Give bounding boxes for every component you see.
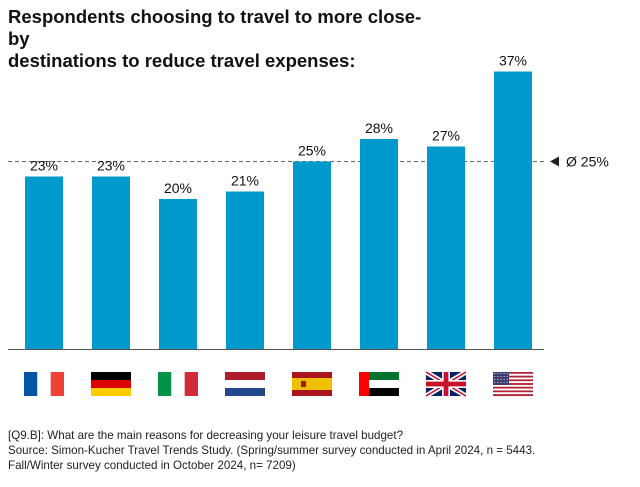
- average-label: Ø 25%: [566, 154, 609, 170]
- flag-germany-icon: [91, 372, 131, 396]
- chart-title: Respondents choosing to travel to more c…: [8, 6, 428, 72]
- flag-usa-icon: [493, 372, 533, 397]
- data-label-5: 28%: [365, 120, 393, 136]
- flag-france-icon: [24, 372, 64, 396]
- bar-5: [360, 139, 398, 349]
- data-label-3: 21%: [231, 173, 259, 189]
- footnote-source-line-2: Fall/Winter survey conducted in October …: [8, 459, 296, 472]
- bar-1: [92, 176, 130, 349]
- footnote: [Q9.B]: What are the main reasons for de…: [8, 428, 628, 473]
- data-label-1: 23%: [97, 158, 125, 174]
- data-label-7: 37%: [499, 53, 527, 69]
- flag-netherlands-icon: [225, 372, 265, 396]
- flag-uk-icon: [424, 369, 468, 399]
- bar-7: [494, 71, 532, 349]
- chart-title-line-1: Respondents choosing to travel to more c…: [8, 6, 422, 49]
- bar-2: [159, 199, 197, 349]
- data-label-0: 23%: [30, 158, 58, 174]
- footnote-source-line-1: Source: Simon-Kucher Travel Trends Study…: [8, 444, 536, 457]
- bar-6: [427, 146, 465, 349]
- footnote-question: [Q9.B]: What are the main reasons for de…: [8, 429, 404, 442]
- chart-title-line-2: destinations to reduce travel expenses:: [8, 50, 356, 71]
- bar-4: [293, 161, 331, 349]
- data-label-4: 25%: [298, 143, 326, 159]
- average-marker-icon: [550, 156, 559, 167]
- bar-chart: Ø 25% 23% 23% 20% 21% 25% 28% 27% 37%: [8, 53, 609, 399]
- data-label-2: 20%: [164, 180, 192, 196]
- data-label-6: 27%: [432, 128, 460, 144]
- flag-italy-icon: [158, 372, 198, 396]
- bar-3: [226, 191, 264, 349]
- flag-uae-icon: [359, 372, 399, 396]
- flag-spain-icon: [292, 372, 332, 396]
- bar-0: [25, 176, 63, 349]
